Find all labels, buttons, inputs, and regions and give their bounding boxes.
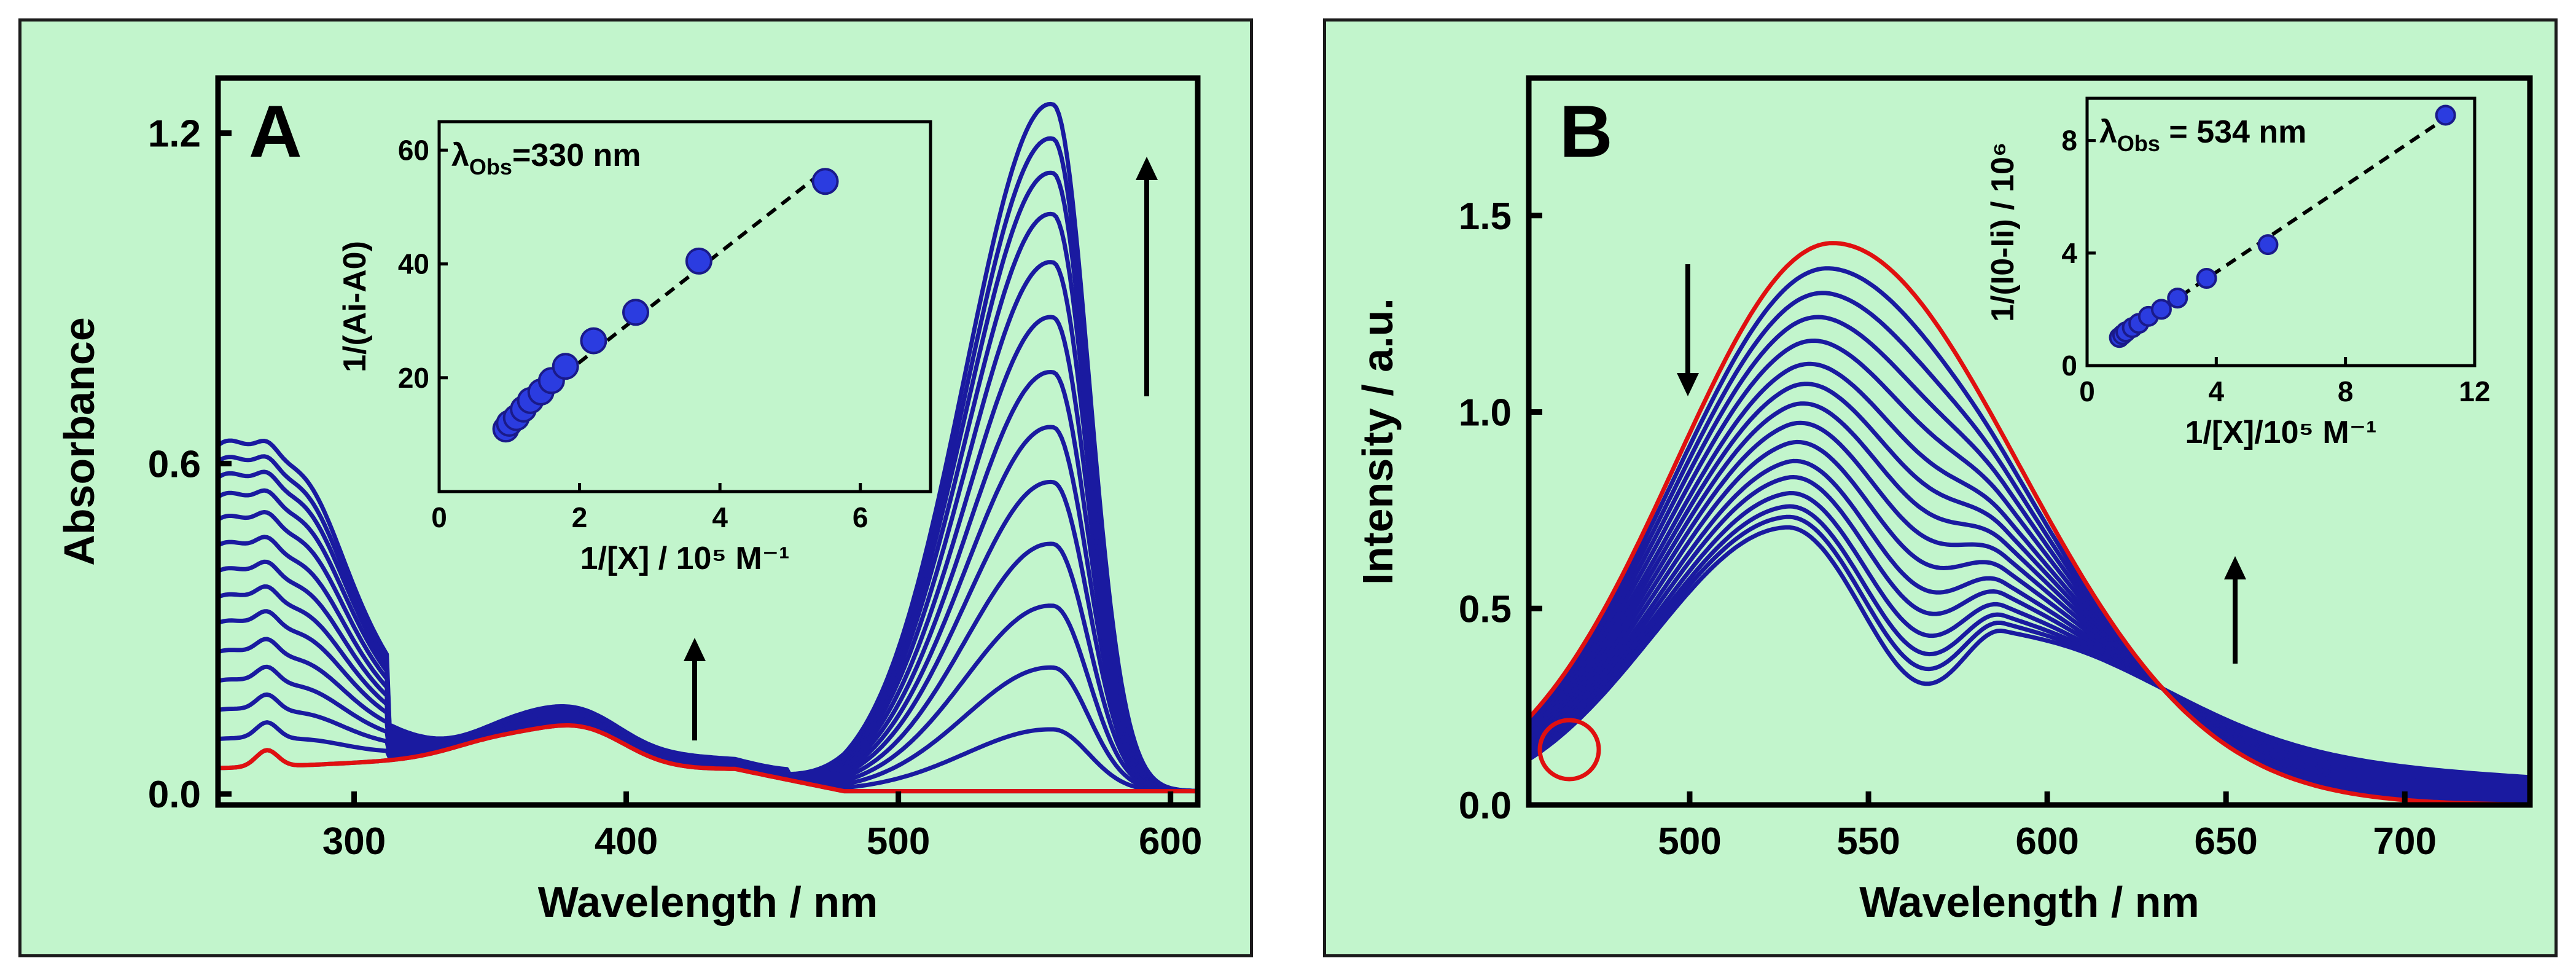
panel-letter-a: A <box>249 90 302 173</box>
inset-y-tick-label-a: 20 <box>398 362 429 394</box>
inset-point-b-9 <box>2196 268 2217 289</box>
inset-point-b-7 <box>2150 299 2172 320</box>
inset-a: 0 2 4 6 20 40 60 λObs=330 nm 1/[X] / 10⁵ M⁻¹ 1/(A… <box>337 120 932 576</box>
inset-point-b-10 <box>2257 234 2279 256</box>
series-line-b-4 <box>1529 339 2530 798</box>
series-line-a-14 <box>218 101 1198 793</box>
inset-x-tick-label-a: 2 <box>572 501 588 533</box>
inset-title-b: λObs = 534 nm <box>2099 114 2306 156</box>
panel-letter-b: B <box>1559 90 1613 173</box>
x-tick-label-b: 650 <box>2194 820 2257 863</box>
inset-y-label-b: 1/(I0-Ii) / 10⁶ <box>1985 142 2021 322</box>
series-group-a <box>218 101 1198 794</box>
reference-line-a <box>218 723 1198 794</box>
y-axis-label-b: Intensity / a.u. <box>1354 298 1402 585</box>
inset-x-label-b: 1/[X]/10⁵ M⁻¹ <box>2185 415 2377 450</box>
inset-point-a-8 <box>552 353 579 380</box>
y-tick-label-a: 0.6 <box>148 443 201 485</box>
x-tick-label-b: 550 <box>1836 820 1900 863</box>
inset-y-tick-label-b: 0 <box>2061 350 2077 382</box>
inset-x-tick-label-b: 4 <box>2209 375 2225 407</box>
axes-frame-a <box>215 75 1201 808</box>
x-tick-label-a: 500 <box>867 820 930 863</box>
series-line-b-8 <box>1529 420 2530 790</box>
inset-point-b-11 <box>2435 104 2456 126</box>
y-axis-label-a: Absorbance <box>55 317 103 566</box>
y-tick-label-b: 1.5 <box>1459 195 1512 238</box>
y-tick-label-b: 0.5 <box>1459 588 1512 630</box>
x-tick-label-a: 300 <box>322 820 386 863</box>
inset-b: 0 4 8 12 0 4 8 λObs = 534 nm 1/[X]/10⁵ M⁻¹ 1/(I0-… <box>1985 96 2491 450</box>
inset-x-tick-label-a: 6 <box>853 501 868 533</box>
inset-y-tick-label-a: 40 <box>398 248 429 280</box>
inset-fit-line-a <box>504 168 827 422</box>
series-line-b-7 <box>1529 401 2530 792</box>
inset-frame-b <box>2085 96 2476 367</box>
panel-a: 300 400 500 600 0.0 0.6 1.2 Wavelength / nm Abso… <box>18 18 1253 957</box>
inset-x-tick-label-b: 0 <box>2079 375 2095 407</box>
y-tick-label-a: 0.0 <box>148 774 201 816</box>
series-line-b-15 <box>1529 525 2530 780</box>
red-marker-circle <box>1537 718 1601 782</box>
inset-x-tick-label-a: 0 <box>431 501 447 533</box>
series-line-b-3 <box>1529 315 2530 801</box>
series-line-b-6 <box>1529 382 2530 794</box>
y-tick-label-b: 1.0 <box>1459 392 1512 434</box>
series-line-b-1 <box>1529 266 2530 805</box>
inset-point-a-10 <box>622 299 649 326</box>
inset-title-a: λObs=330 nm <box>451 138 641 179</box>
inset-x-tick-label-a: 4 <box>712 501 728 533</box>
x-tick-label-a: 600 <box>1139 820 1202 863</box>
inset-x-tick-label-b: 12 <box>2459 375 2490 407</box>
inset-point-b-8 <box>2167 288 2188 309</box>
series-line-b-9 <box>1529 439 2530 788</box>
chart-b-svg: 500 550 600 650 700 0.0 0.5 1.0 1.5 Wavelength / … <box>1354 75 2533 926</box>
series-group-b <box>1529 241 2530 805</box>
arrow-down-b <box>1677 264 1699 396</box>
inset-frame-a <box>437 120 932 493</box>
inset-y-label-a: 1/(Ai-A0) <box>337 241 373 372</box>
series-line-b-2 <box>1529 291 2530 802</box>
x-axis-label-a: Wavelength / nm <box>538 878 878 926</box>
reference-line-b <box>1529 241 2530 805</box>
inset-point-a-12 <box>811 168 839 195</box>
x-tick-label-b: 700 <box>2373 820 2437 863</box>
arrow-up-b <box>2224 556 2246 664</box>
inset-y-tick-label-b: 8 <box>2061 125 2077 157</box>
arrow-up-a-1 <box>1136 157 1158 396</box>
inset-x-label-a: 1/[X] / 10⁵ M⁻¹ <box>580 541 790 576</box>
y-tick-label-b: 0.0 <box>1459 785 1512 827</box>
axes-frame-b <box>1526 75 2533 808</box>
inset-y-tick-label-b: 4 <box>2061 237 2077 269</box>
inset-x-tick-label-b: 8 <box>2338 375 2354 407</box>
y-tick-label-a: 1.2 <box>148 113 201 155</box>
series-line-b-5 <box>1529 361 2530 796</box>
arrow-up-a-2 <box>684 638 706 740</box>
x-tick-label-b: 600 <box>2015 820 2078 863</box>
inset-point-a-9 <box>580 327 607 355</box>
x-tick-label-a: 400 <box>595 820 658 863</box>
inset-y-tick-label-a: 60 <box>398 134 429 166</box>
x-axis-label-b: Wavelength / nm <box>1859 878 2199 926</box>
inset-point-a-11 <box>685 247 712 275</box>
x-tick-label-b: 500 <box>1658 820 1721 863</box>
panel-b: 500 550 600 650 700 0.0 0.5 1.0 1.5 Wavelength / … <box>1323 18 2558 957</box>
